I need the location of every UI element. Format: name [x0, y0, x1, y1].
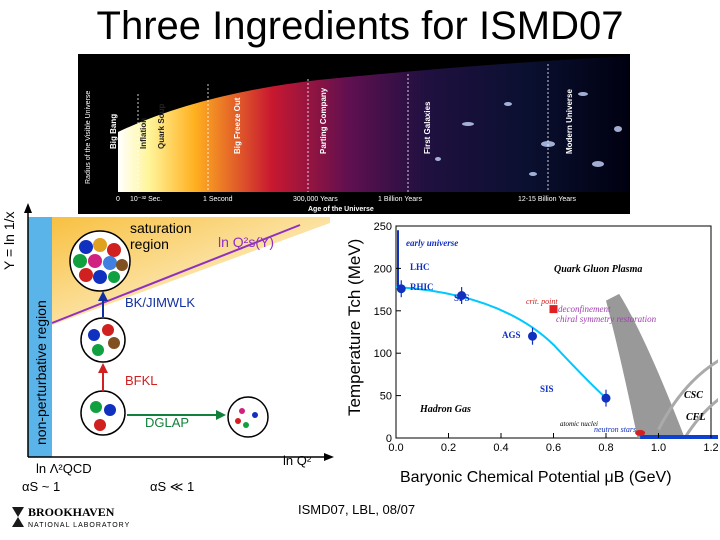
x-tick-label: 0.0 [388, 442, 403, 454]
timeline-x-axis: Age of the Universe [308, 206, 374, 213]
freeze-out-point-sis [601, 393, 611, 403]
x-tick-label: 1.0 [651, 442, 666, 454]
x-tick-label: 0.6 [546, 442, 561, 454]
epoch-big-bang: Big Bang [109, 114, 118, 149]
epoch-big-freeze: Big Freeze Out [233, 97, 242, 154]
exp-ags: AGS [502, 330, 521, 340]
crit-label: crit. point [526, 297, 558, 306]
atomic-label: atomic nuclei [560, 420, 598, 428]
phase-ylabel: Temperature Tch (MeV) [345, 239, 364, 416]
exp-sis: SIS [540, 384, 554, 394]
tick-3: 300,000 Years [293, 196, 338, 203]
alpha1-label: αS ~ 1 [22, 479, 60, 494]
hadron-label: Hadron Gas [419, 404, 471, 415]
exp-sps: SPS [454, 293, 470, 303]
saturation-label-1: saturation [130, 220, 191, 236]
deconf-label: deconfinement [558, 304, 611, 314]
tick-5: 12-15 Billion Years [518, 196, 576, 203]
freeze-out-point-sps [457, 291, 467, 301]
csc-label: CSC [684, 390, 703, 401]
universe-timeline-image: Radius of the Visible Universe Big Bang … [78, 54, 630, 214]
slide-footer: ISMD07, LBL, 08/07 [298, 502, 416, 517]
x-tick-label: 0.4 [493, 442, 508, 454]
saturation-diagram: Y = ln 1/x non-perturbative region satur… [0, 195, 340, 500]
tick-0: 0 [116, 196, 120, 203]
epoch-inflation: Inflation [139, 118, 148, 149]
x-tick-label: 0.2 [441, 442, 456, 454]
cfl-label: CFL [686, 412, 705, 423]
epoch-galaxies: First Galaxies [423, 101, 432, 154]
bk-label: BK/JIMWLK [125, 295, 195, 310]
freeze-out-point-rhic [396, 284, 406, 294]
x-tick-label: 1.2 [703, 442, 718, 454]
y-tick-label: 50 [380, 391, 392, 403]
y-tick-label: 250 [374, 221, 392, 233]
phase-diagram-chart: 0 50 100 150 200 250 0.0 0.2 0.4 0.6 0.8 1.0 1.2 Tem… [340, 220, 718, 490]
freeze-out-point-ags [528, 331, 537, 341]
non-perturbative-label: non-perturbative region [33, 300, 49, 445]
qgp-label: Quark Gluon Plasma [554, 264, 642, 275]
bfkl-label: BFKL [125, 373, 158, 388]
critical-point [549, 305, 558, 314]
y-tick-label: 150 [374, 306, 392, 318]
exp-rhic: RHIC [410, 282, 434, 292]
epoch-quark-soup: Quark Soup [157, 104, 166, 149]
lambda-label: ln Λ²QCD [36, 461, 92, 476]
early-label: early universe [406, 238, 458, 248]
y-tick-label: 200 [374, 263, 392, 275]
brookhaven-logo: BROOKHAVEN NATIONAL LABORATORY [12, 503, 147, 531]
qs-curve-label: ln Q²s(Y) [218, 234, 274, 250]
tick-4: 1 Billion Years [378, 196, 422, 203]
tick-1: 10⁻³² Sec. [130, 196, 162, 203]
epoch-modern: Modern Universe [565, 89, 574, 154]
phase-xlabel: Baryonic Chemical Potential μB (GeV) [400, 469, 672, 486]
cfl-boundary [683, 397, 718, 439]
neutron-label: neutron stars [594, 425, 636, 434]
y-tick-label: 0 [386, 433, 392, 445]
timeline-y-axis: Radius of the Visible Universe [85, 91, 92, 184]
transition-band [606, 293, 685, 438]
freeze-out-curve [395, 286, 607, 399]
epoch-parting: Parting Company [319, 87, 328, 154]
y-tick-label: 100 [374, 348, 392, 360]
logo-text-sub: NATIONAL LABORATORY [28, 522, 130, 529]
sat-y-axis: Y = ln 1/x [1, 211, 17, 270]
exp-lhc: LHC [410, 262, 430, 272]
csc-boundary [657, 359, 718, 431]
dglap-label: DGLAP [145, 415, 189, 430]
logo-text-main: BROOKHAVEN [28, 505, 115, 519]
slide-title: Three Ingredients for ISMD07 [96, 4, 624, 48]
saturation-label-2: region [130, 236, 169, 252]
tick-2: 1 Second [203, 196, 233, 203]
atomic-nuclei-marker [635, 429, 646, 436]
chiral-label: chiral symmetry restoration [556, 314, 657, 324]
lnq2-label: ln Q² [283, 453, 312, 468]
alpha2-label: αS ≪ 1 [150, 479, 194, 494]
x-tick-label: 0.8 [598, 442, 613, 454]
